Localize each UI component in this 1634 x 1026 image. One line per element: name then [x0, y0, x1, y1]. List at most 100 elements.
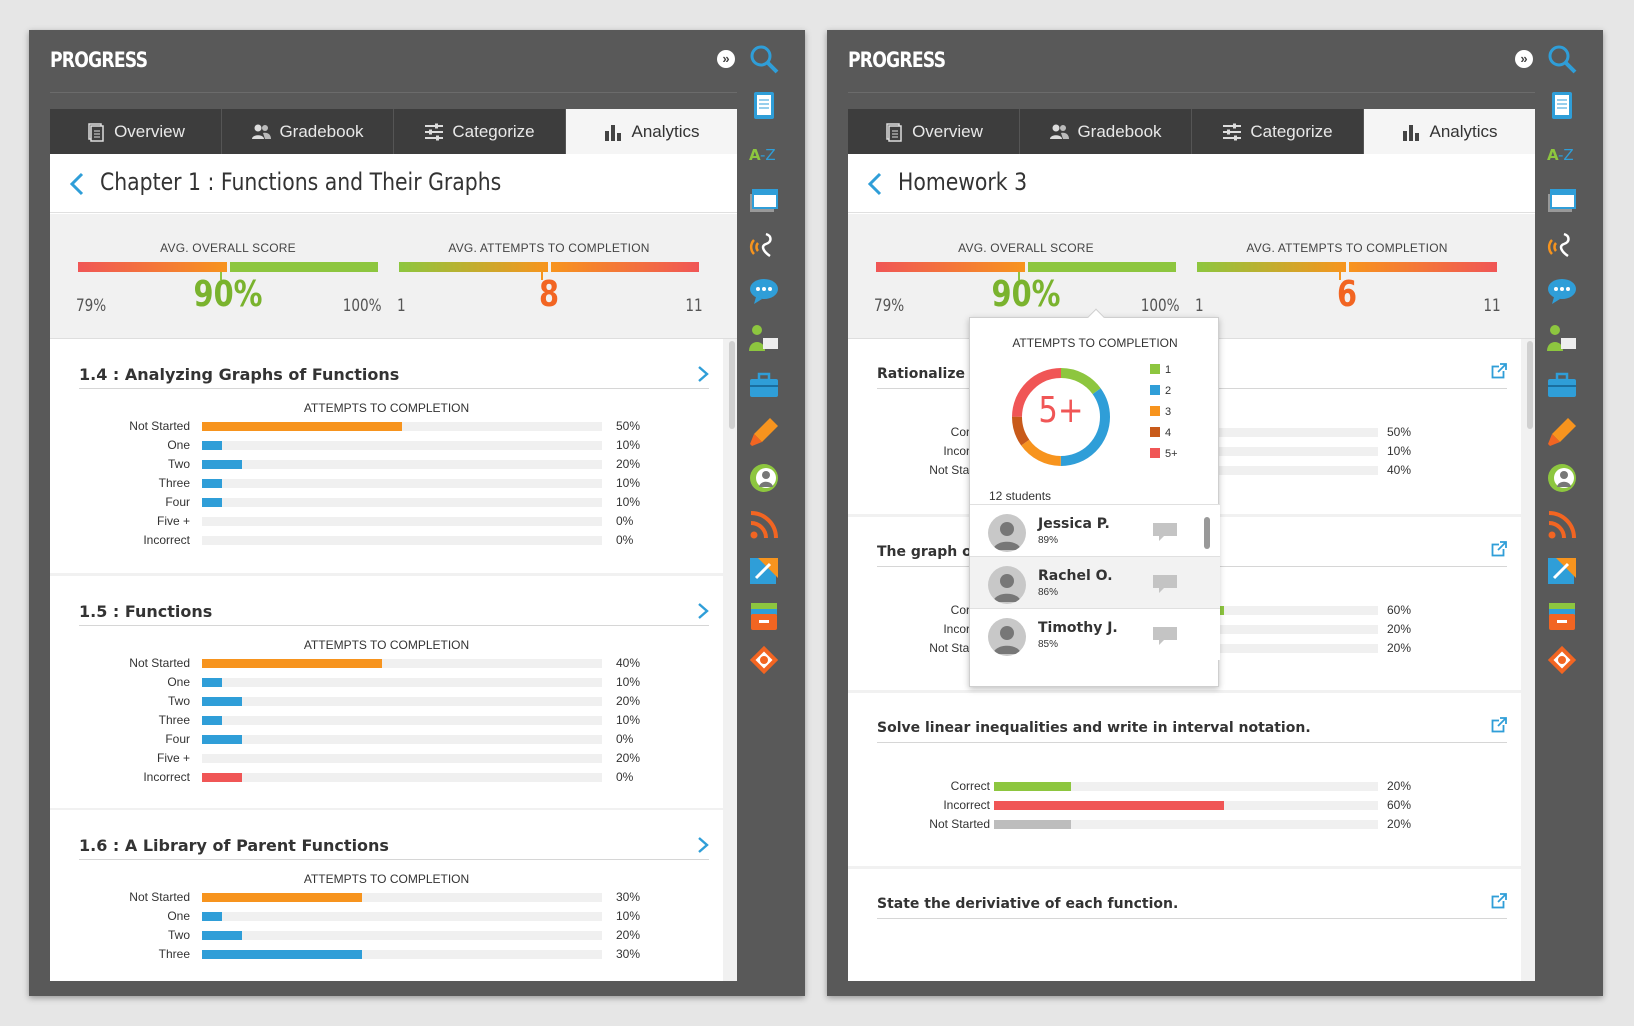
- scrollbar[interactable]: [1527, 341, 1533, 429]
- gauge-max: 100%: [343, 296, 382, 316]
- sticky-notes-icon[interactable]: [1546, 554, 1578, 586]
- section-header[interactable]: 1.5 : Functions: [79, 596, 709, 626]
- attempts-popover: ATTEMPTS TO COMPLETION 5+ 1 2 3 4 5+ 12 stud…: [969, 308, 1220, 687]
- bar-track: [202, 536, 602, 545]
- tab-categorize[interactable]: Categorize: [394, 109, 566, 154]
- profile-icon[interactable]: [1546, 462, 1578, 494]
- bar-track: [202, 441, 602, 450]
- tab-overview[interactable]: Overview: [50, 109, 222, 154]
- bar-label: Not Started: [929, 817, 990, 831]
- teacher-icon[interactable]: [748, 322, 780, 354]
- student-row[interactable]: Timothy J. 85%: [970, 608, 1220, 660]
- tab-bar: Overview Gradebook Categorize Analytics: [50, 109, 737, 154]
- notebook-icon[interactable]: [748, 90, 780, 122]
- chat-bubble-icon[interactable]: [1546, 275, 1578, 307]
- bar-percent: 60%: [1387, 603, 1412, 617]
- tab-categorize[interactable]: Categorize: [1192, 109, 1364, 154]
- bar-percent: 30%: [616, 947, 641, 961]
- highlighter-icon[interactable]: [748, 416, 780, 448]
- section-header[interactable]: 1.6 : A Library of Parent Functions: [79, 830, 709, 860]
- rss-icon[interactable]: [748, 509, 780, 541]
- bar-percent: 40%: [616, 656, 641, 670]
- chart-label: ATTEMPTS TO COMPLETION: [303, 401, 470, 415]
- tab-analytics[interactable]: Analytics: [1364, 109, 1535, 154]
- scrollbar[interactable]: [729, 341, 735, 429]
- question-header: Solve linear inequalities and write in i…: [877, 713, 1507, 743]
- gauge-value: 90%: [991, 274, 1061, 315]
- bar-row: Two 20%: [50, 692, 723, 710]
- sticky-notes-icon[interactable]: [748, 554, 780, 586]
- bar-label: Incorrect: [143, 770, 190, 784]
- bar-percent: 40%: [1387, 463, 1412, 477]
- svg-text:-Z: -Z: [760, 146, 776, 164]
- teacher-icon[interactable]: [1546, 322, 1578, 354]
- bar-percent: 20%: [616, 457, 641, 471]
- avg-score-gauge: AVG. OVERALL SCORE 90% 79% 100%: [874, 214, 1180, 339]
- archive-icon[interactable]: [1546, 600, 1578, 632]
- tab-analytics[interactable]: Analytics: [566, 109, 737, 154]
- bar-fill: [202, 697, 242, 706]
- briefcase-icon[interactable]: [1546, 369, 1578, 401]
- legend-item: 5+: [1150, 448, 1178, 464]
- section-card: 1.5 : Functions ATTEMPTS TO COMPLETION Not…: [50, 576, 723, 808]
- archive-icon[interactable]: [748, 600, 780, 632]
- list-scrollbar[interactable]: [1204, 517, 1210, 549]
- collapse-panel-button[interactable]: »: [717, 50, 735, 68]
- bar-label: Three: [158, 476, 190, 490]
- profile-icon[interactable]: [748, 462, 780, 494]
- highlighter-icon[interactable]: [1546, 416, 1578, 448]
- bar-track: [202, 773, 602, 782]
- bar-percent: 10%: [616, 675, 641, 689]
- bar-row: Not Started 30%: [50, 888, 723, 906]
- search-icon[interactable]: [748, 43, 780, 75]
- flashcards-icon[interactable]: [748, 185, 780, 217]
- rss-icon[interactable]: [1546, 509, 1578, 541]
- progress-panel-left: PROGRESS » Overview Gradebook Categorize…: [29, 30, 805, 996]
- notebook-icon[interactable]: [1546, 90, 1578, 122]
- back-arrow-icon[interactable]: [68, 172, 88, 196]
- bar-track: [202, 422, 602, 431]
- az-glossary-icon[interactable]: A -Z: [1546, 138, 1578, 170]
- chart-label: ATTEMPTS TO COMPLETION: [303, 638, 470, 652]
- gauge-min: 1: [397, 296, 406, 316]
- student-row[interactable]: Jessica P. 89%: [970, 504, 1220, 556]
- section-list[interactable]: 1.4 : Analyzing Graphs of Functions ATTEM…: [50, 339, 737, 981]
- section-header[interactable]: 1.4 : Analyzing Graphs of Functions: [79, 359, 709, 389]
- breadcrumb: Homework 3: [848, 154, 1535, 213]
- bar-row: Three 10%: [50, 474, 723, 492]
- tab-label: Overview: [114, 121, 185, 141]
- panel-title: PROGRESS: [848, 48, 946, 72]
- tab-label: Categorize: [452, 121, 535, 141]
- settings-icon[interactable]: [748, 644, 780, 676]
- tab-label: Analytics: [1429, 121, 1498, 141]
- search-icon[interactable]: [1546, 43, 1578, 75]
- tab-gradebook[interactable]: Gradebook: [222, 109, 394, 154]
- legend-item: 3: [1150, 406, 1171, 422]
- flashcards-icon[interactable]: [1546, 185, 1578, 217]
- tab-gradebook[interactable]: Gradebook: [1020, 109, 1192, 154]
- bar-fill: [202, 950, 362, 959]
- back-arrow-icon[interactable]: [866, 172, 886, 196]
- donut-slice: [1012, 368, 1110, 466]
- section-title: 1.6 : A Library of Parent Functions: [79, 836, 389, 855]
- audio-icon[interactable]: [1546, 230, 1578, 262]
- settings-icon[interactable]: [1546, 644, 1578, 676]
- bar-percent: 10%: [616, 713, 641, 727]
- az-glossary-icon[interactable]: A -Z: [748, 138, 780, 170]
- tool-sidebar: A -Z: [729, 30, 805, 996]
- bar-track: [202, 517, 602, 526]
- attempts-donut-chart: [1012, 368, 1110, 466]
- chat-bubble-icon[interactable]: [748, 275, 780, 307]
- collapse-panel-button[interactable]: »: [1515, 50, 1533, 68]
- bar-track: [202, 498, 602, 507]
- tab-overview[interactable]: Overview: [848, 109, 1020, 154]
- briefcase-icon[interactable]: [748, 369, 780, 401]
- bar-fill: [994, 820, 1071, 829]
- legend-swatch: [1150, 385, 1160, 395]
- student-row[interactable]: Rachel O. 86%: [970, 556, 1220, 608]
- avatar: [988, 566, 1026, 604]
- bar-label: Not Started: [129, 419, 190, 433]
- bar-row: Incorrect 0%: [50, 531, 723, 549]
- audio-icon[interactable]: [748, 230, 780, 262]
- svg-text:A: A: [1547, 146, 1559, 164]
